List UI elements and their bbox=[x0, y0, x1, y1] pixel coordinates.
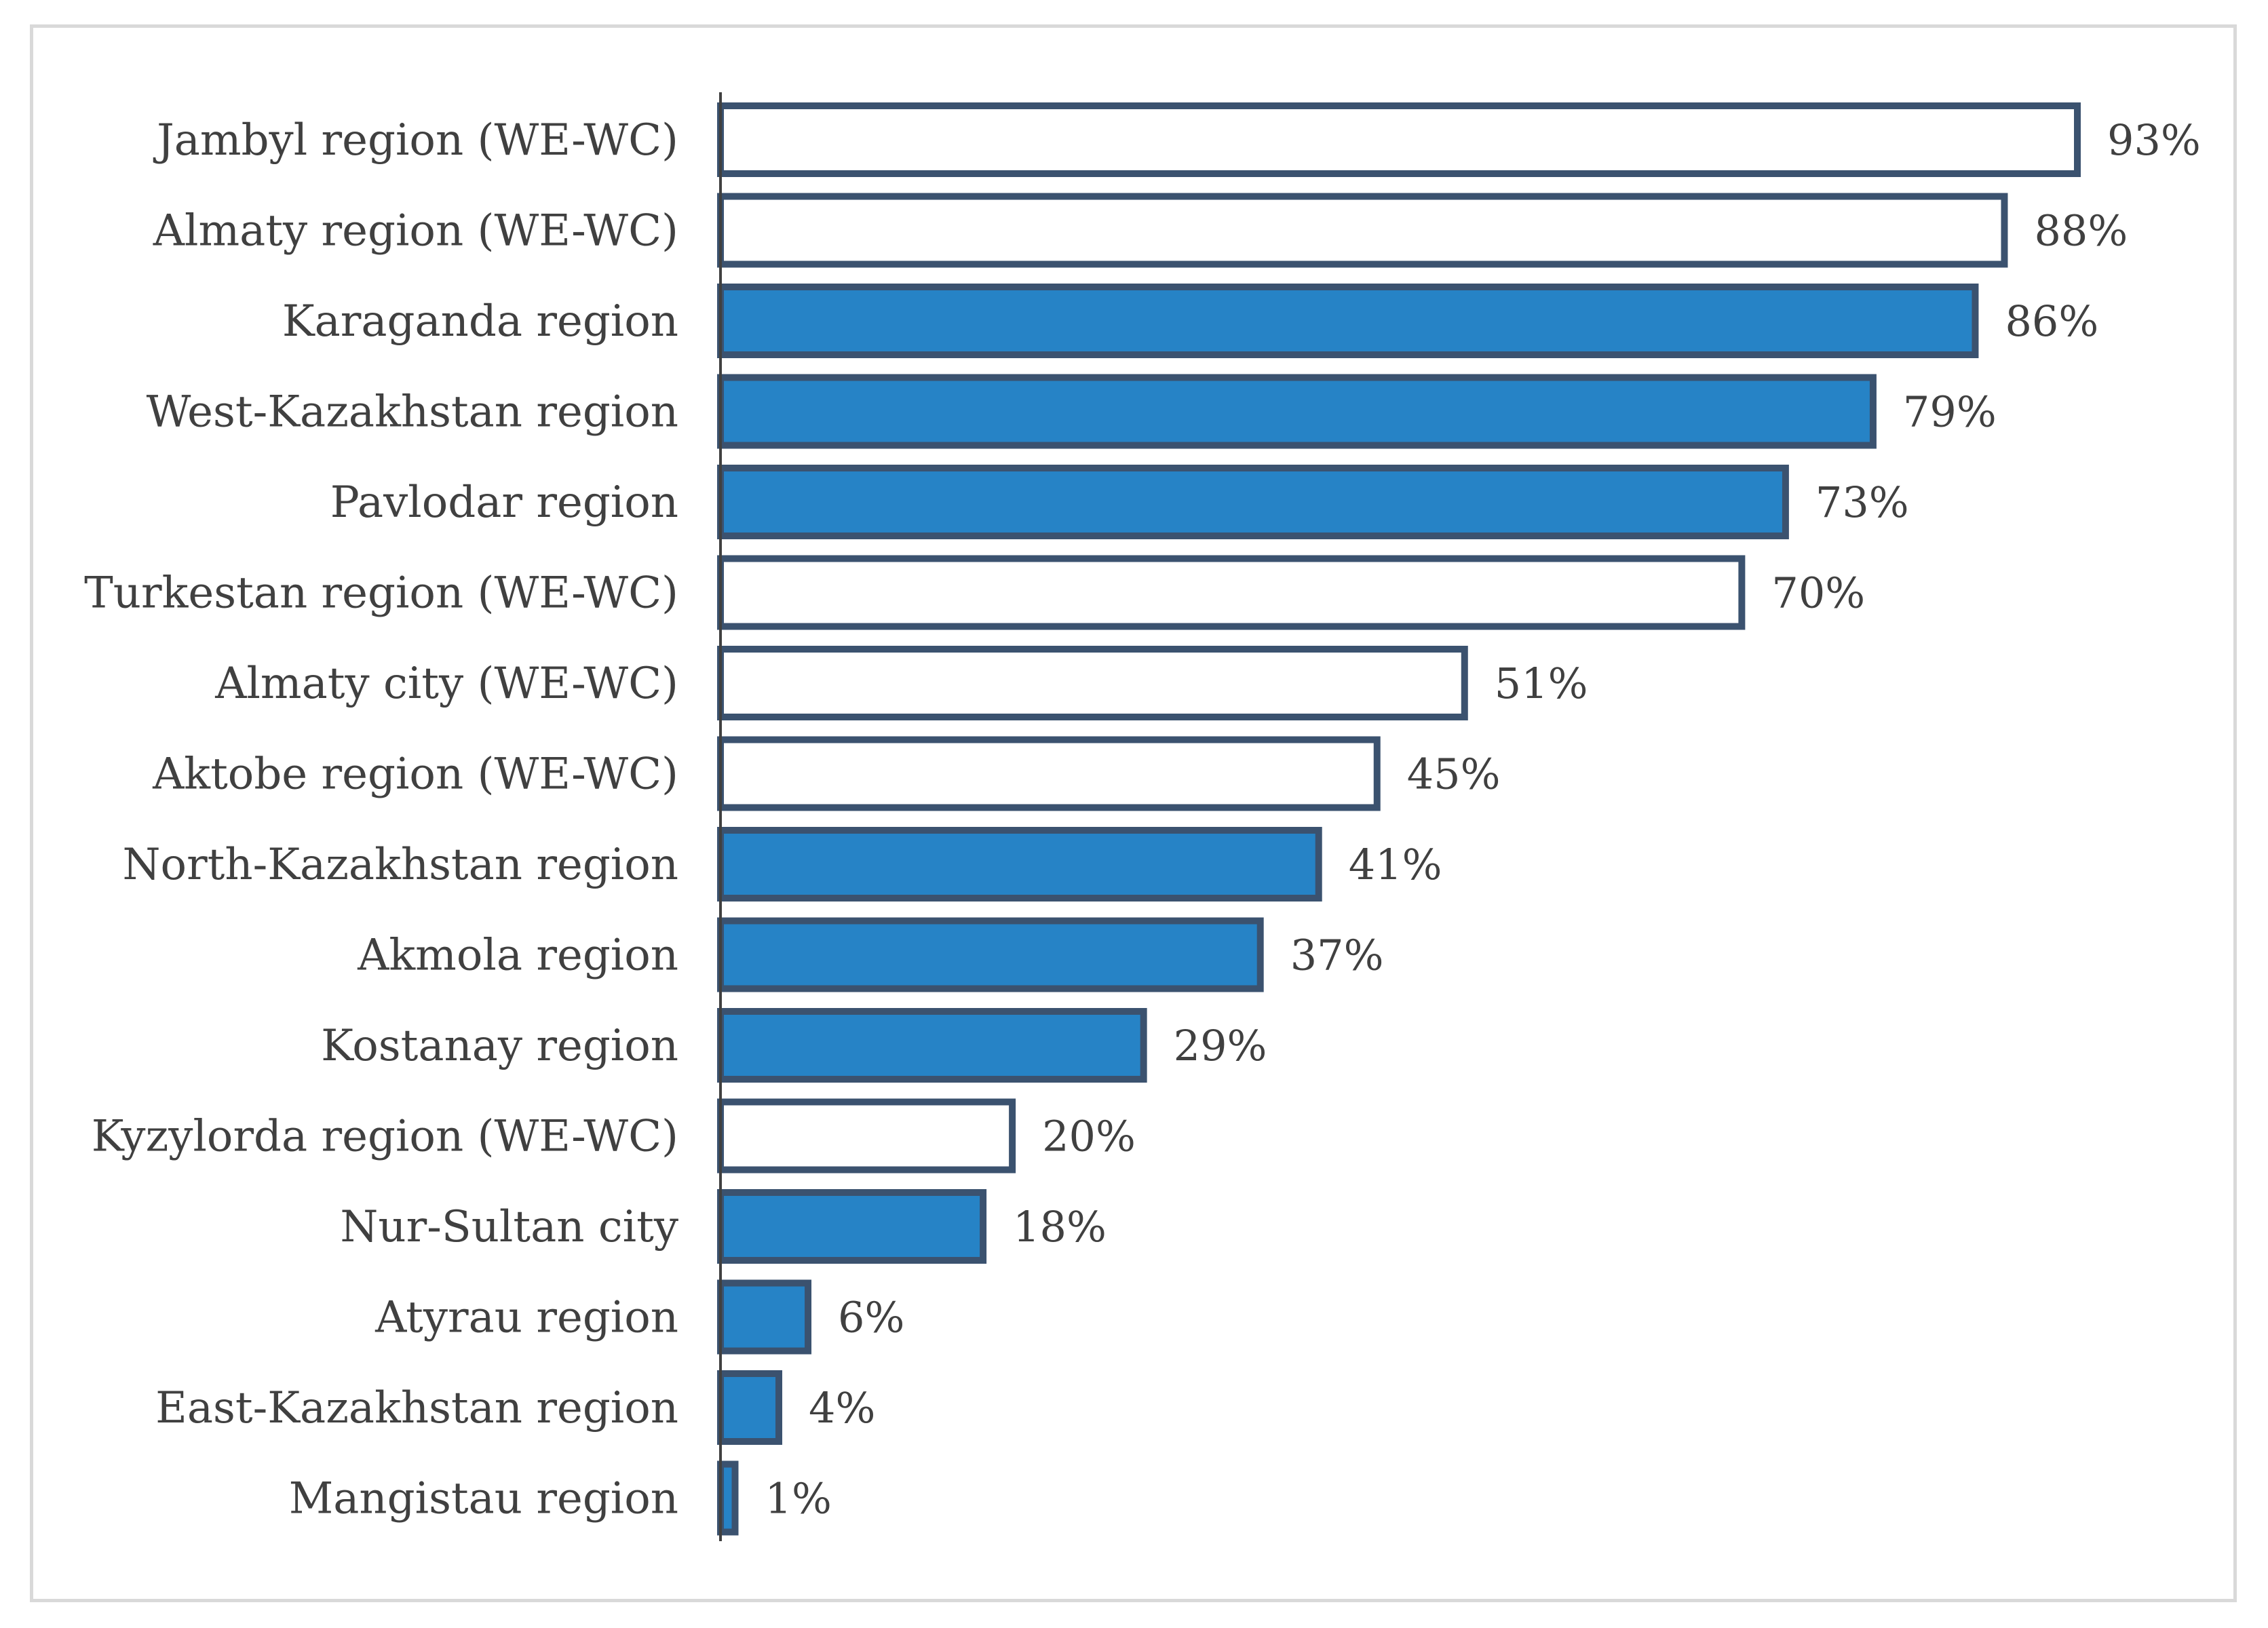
category-label-11: Kostanay region bbox=[321, 1021, 678, 1071]
bar-2 bbox=[717, 193, 2008, 268]
value-label-2: 88% bbox=[2034, 206, 2128, 256]
bar-5 bbox=[717, 465, 1789, 539]
value-label-1: 93% bbox=[2107, 115, 2201, 165]
category-label-4: West-Kazakhstan region bbox=[147, 387, 678, 438]
bar-9 bbox=[717, 827, 1322, 902]
value-label-9: 41% bbox=[1349, 840, 1442, 889]
value-label-16: 1% bbox=[765, 1474, 832, 1524]
bar-6 bbox=[717, 555, 1746, 630]
bar-12 bbox=[717, 1098, 1016, 1174]
value-label-3: 86% bbox=[2005, 296, 2098, 346]
bar-11 bbox=[717, 1008, 1147, 1083]
bars-layer bbox=[717, 102, 2081, 1536]
value-label-4: 79% bbox=[1903, 387, 1997, 437]
bar-10 bbox=[717, 917, 1264, 992]
value-label-11: 29% bbox=[1174, 1021, 1267, 1070]
value-label-7: 51% bbox=[1495, 659, 1588, 708]
category-label-1: Jambyl region (WE-WC) bbox=[153, 115, 678, 166]
category-label-5: Pavlodar region bbox=[330, 478, 678, 528]
value-label-13: 18% bbox=[1013, 1202, 1107, 1252]
category-label-3: Karaganda region bbox=[282, 296, 678, 347]
category-label-8: Aktobe region (WE-WC) bbox=[152, 750, 678, 800]
category-label-12: Kyzylorda region (WE-WC) bbox=[92, 1112, 678, 1162]
value-label-15: 4% bbox=[809, 1383, 875, 1433]
value-label-14: 6% bbox=[838, 1293, 904, 1342]
category-labels: Jambyl region (WE-WC) Almaty region (WE-W… bbox=[84, 115, 678, 1524]
value-labels: 93% 88% 86%79% 73% 70% 51% 45% 41% 37% 29% 20% 18% 6… bbox=[765, 115, 2201, 1524]
value-label-12: 20% bbox=[1042, 1112, 1136, 1161]
category-label-6: Turkestan region (WE-WC) bbox=[84, 568, 678, 619]
value-label-8: 45% bbox=[1407, 750, 1501, 799]
bar-4 bbox=[717, 374, 1877, 449]
category-label-14: Atyrau region bbox=[374, 1293, 678, 1343]
bar-14 bbox=[717, 1279, 812, 1355]
bar-13 bbox=[717, 1189, 987, 1264]
bar-15 bbox=[717, 1370, 783, 1445]
category-label-9: North-Kazakhstan region bbox=[123, 840, 678, 890]
value-label-10: 37% bbox=[1290, 931, 1384, 980]
value-label-5: 73% bbox=[1815, 478, 1909, 527]
category-label-15: East-Kazakhstan region bbox=[155, 1383, 678, 1433]
bar-7 bbox=[717, 646, 1468, 720]
bar-16 bbox=[717, 1460, 739, 1536]
bar-8 bbox=[717, 736, 1381, 811]
category-label-16: Mangistau region bbox=[289, 1474, 678, 1524]
bar-1 bbox=[717, 102, 2081, 177]
category-label-2: Almaty region (WE-WC) bbox=[153, 206, 678, 256]
value-label-6: 70% bbox=[1771, 568, 1865, 618]
category-label-13: Nur-Sultan city bbox=[340, 1202, 678, 1252]
category-label-10: Akmola region bbox=[357, 931, 678, 981]
category-label-7: Almaty city (WE-WC) bbox=[214, 659, 678, 709]
bar-3 bbox=[717, 284, 1979, 358]
